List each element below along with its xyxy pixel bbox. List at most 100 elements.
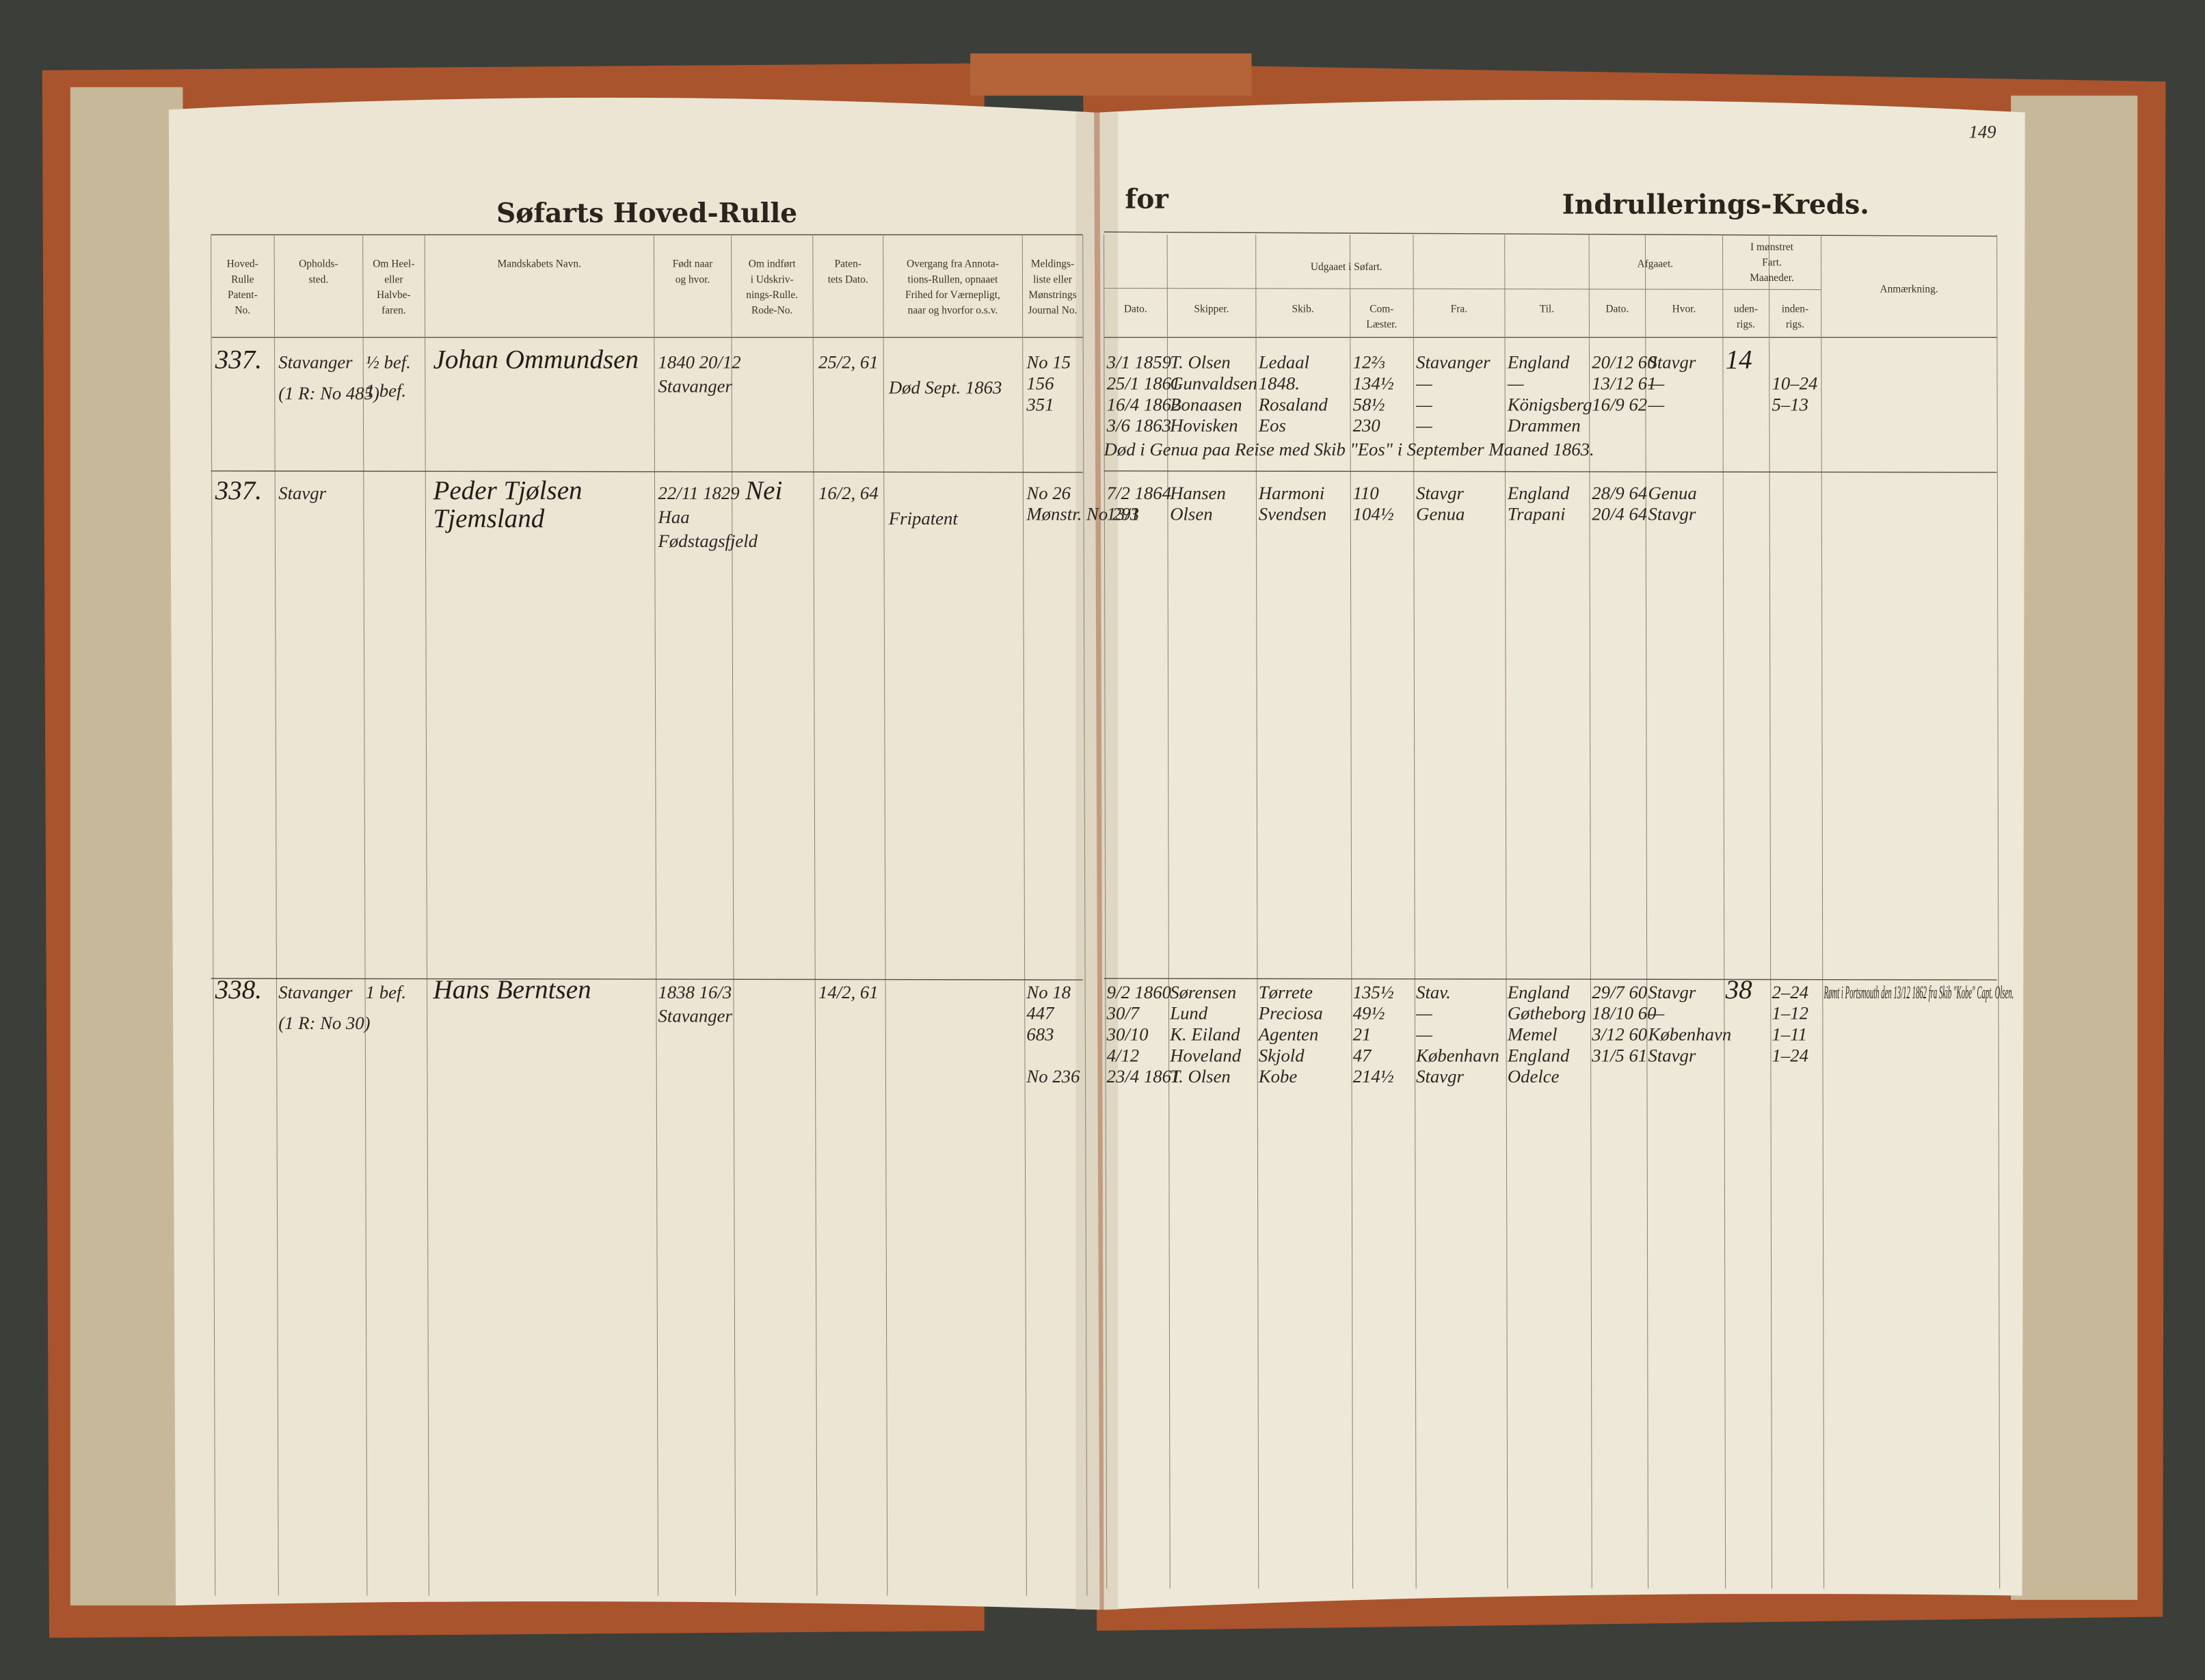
voyage-cell: — — [1415, 415, 1432, 436]
rule-line — [210, 235, 216, 1596]
rule-line — [1104, 470, 1997, 473]
voyage-cell: 21 — [1353, 1024, 1372, 1044]
column-header: Fra. — [1451, 303, 1467, 315]
column-header: Rulle — [231, 274, 254, 285]
column-header: Til. — [1540, 303, 1554, 315]
right-title: Indrullerings-Kreds. — [1562, 189, 1869, 221]
voyage-cell: 4/12 — [1107, 1045, 1140, 1065]
page-edges-right — [2011, 95, 2138, 1600]
rule-line — [1996, 235, 2001, 1589]
rule-line — [1644, 235, 1649, 1589]
group-header: Afgaaet. — [1637, 258, 1673, 270]
residence: Stavgr — [278, 483, 326, 503]
voyage-cell: England — [1507, 352, 1570, 373]
voyage-cell: England — [1507, 483, 1570, 503]
born: Stavanger — [658, 376, 733, 397]
rating: 1 bef. — [366, 380, 406, 401]
group-header: Udgaaet i Søfart. — [1311, 261, 1382, 273]
voyage-cell: T. Olsen — [1170, 352, 1231, 373]
melding: Mønstr. No 291 — [1026, 504, 1140, 524]
column-header: Fart. — [1762, 257, 1782, 269]
born: 22/11 1829 — [658, 483, 740, 503]
remark: Rømt i Portsmouth den 13/12 1862 fra Ski… — [1823, 982, 2014, 1002]
voyage-cell: 12⅔ — [1353, 352, 1385, 373]
voyage-cell: — — [1648, 1003, 1665, 1024]
melding: 351 — [1026, 394, 1054, 414]
melding: No 18 — [1026, 982, 1071, 1002]
seaman-name: Hans Berntsen — [432, 975, 591, 1004]
rule-line — [1722, 235, 1726, 1589]
column-header: Frihed for Værnepligt, — [905, 289, 1000, 301]
column-header: Com- — [1369, 303, 1393, 315]
rule-line — [1820, 235, 1825, 1589]
left-page — [168, 97, 1100, 1610]
melding: 683 — [1026, 1024, 1054, 1044]
rule-line — [362, 235, 368, 1596]
voyage-cell: — — [1415, 373, 1432, 394]
right-page — [1099, 99, 2025, 1610]
rule-line — [1504, 235, 1508, 1589]
column-header: Dato. — [1124, 303, 1147, 315]
voyage-cell: 14 — [1726, 345, 1752, 375]
column-header: sted. — [309, 274, 329, 285]
rule-line — [1104, 235, 1108, 1589]
patent-no: 337. — [215, 476, 262, 505]
voyage-cell: Memel — [1507, 1024, 1558, 1044]
rule-line — [731, 235, 736, 1596]
voyage-cell: 1–24 — [1772, 1045, 1808, 1065]
page-number: 149 — [1968, 121, 1996, 142]
voyage-cell: Eos — [1258, 415, 1286, 436]
column-header: uden- — [1734, 303, 1758, 315]
voyage-cell: Skjold — [1259, 1045, 1305, 1065]
column-header: Mønstrings — [1028, 289, 1076, 301]
rule-line — [883, 235, 888, 1596]
voyage-cell: — — [1648, 394, 1665, 414]
column-header: eller — [384, 274, 403, 285]
born: Stavanger — [658, 1006, 733, 1026]
column-header: Hvor. — [1672, 303, 1696, 315]
voyage-cell: 16/4 1862 — [1107, 394, 1181, 414]
melding: No 26 — [1026, 483, 1071, 503]
voyage-cell: Genua — [1648, 483, 1697, 503]
voyage-cell: 47 — [1353, 1045, 1372, 1065]
voyage-cell: Stav. — [1416, 982, 1451, 1002]
column-header: i Udskriv- — [751, 274, 794, 285]
column-header: Om Heel- — [373, 258, 414, 270]
voyage-cell: 230 — [1353, 415, 1381, 436]
column-header: Dato. — [1605, 303, 1629, 315]
column-header: Overgang fra Annota- — [907, 258, 999, 270]
voyage-cell: Hovisken — [1169, 415, 1238, 436]
annotation: Død Sept. 1863 — [888, 377, 1002, 398]
voyage-cell: Sørensen — [1170, 982, 1236, 1002]
voyage-cell: Stavgr — [1648, 504, 1696, 524]
voyage-cell: 29/7 60 — [1592, 982, 1648, 1002]
born: Fødstagsfjeld — [658, 531, 758, 551]
voyage-cell: 13/3 — [1107, 504, 1140, 524]
column-header: naar og hvorfor o.s.v. — [908, 305, 998, 317]
column-header: tions-Rullen, opnaaet — [908, 274, 999, 285]
right-title-prefix: for — [1125, 183, 1168, 215]
voyage-cell: England — [1507, 1045, 1570, 1065]
ruling — [210, 231, 2001, 1596]
rule-line — [1588, 235, 1592, 1589]
spine — [970, 53, 1252, 96]
voyage-cell: Stavanger — [1416, 352, 1491, 373]
voyage-cell: Olsen — [1170, 504, 1212, 524]
voyage-cell: 110 — [1353, 483, 1380, 503]
voyage-cell: 23/4 1861 — [1107, 1066, 1181, 1086]
residence: (1 R: No 30) — [278, 1013, 370, 1033]
voyage-cell: 3/1 1859 — [1106, 352, 1171, 373]
voyage-cell: 13/12 61 — [1592, 373, 1656, 394]
voyage-cell: 28/9 64 — [1592, 483, 1647, 503]
voyage-cell: Gøtheborg — [1508, 1003, 1586, 1024]
patent-date: 14/2, 61 — [818, 982, 879, 1002]
voyage-cell: 49½ — [1353, 1003, 1385, 1024]
voyage-cell: 3/12 60 — [1591, 1024, 1648, 1044]
column-header: Opholds- — [299, 258, 338, 270]
voyage-cell: 16/9 62 — [1592, 394, 1647, 414]
column-header: rigs. — [1786, 319, 1804, 330]
voyage-cell: 214½ — [1353, 1066, 1394, 1086]
rule-line — [1255, 235, 1259, 1589]
voyage-cell: 1–11 — [1772, 1024, 1807, 1044]
